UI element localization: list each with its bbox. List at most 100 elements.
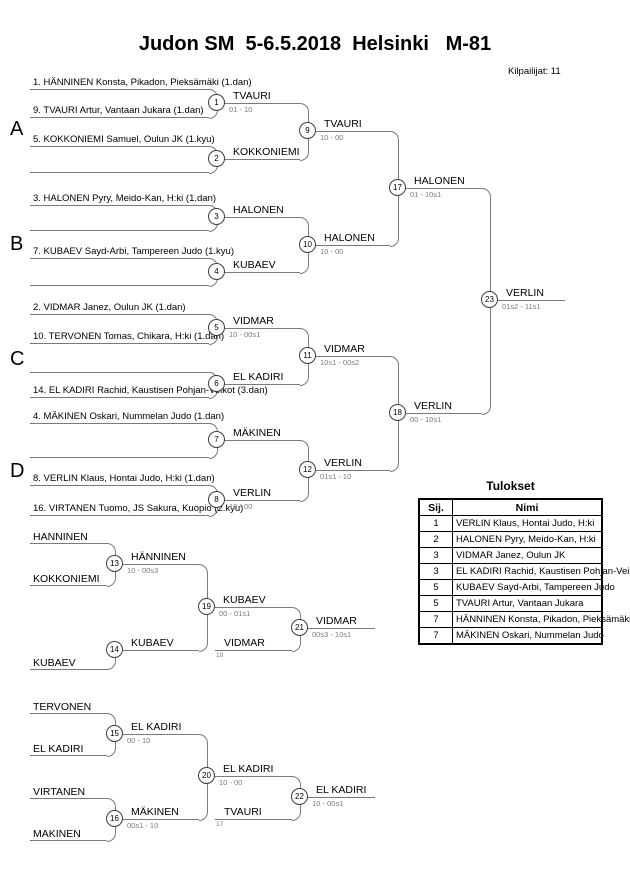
match-8-winner: VERLIN: [233, 487, 271, 499]
bracket-line: [30, 117, 209, 118]
bracket-line: [30, 585, 107, 586]
result-rank: 7: [418, 611, 453, 628]
match-4-badge: 4: [208, 263, 225, 280]
result-rank: 3: [418, 547, 453, 564]
bracket-line: [225, 272, 300, 273]
table-row: 2 HALONEN Pyry, Meido-Kan, H:ki: [418, 531, 603, 548]
match-23-badge: 23: [481, 291, 498, 308]
match-21-badge: 21: [291, 619, 308, 636]
match-11-score: 10s1 - 00s2: [320, 358, 360, 367]
bracket-line: [30, 840, 107, 841]
table-row: 3 EL KADIRI Rachid, Kaustisen Pohjan-Vei…: [418, 563, 630, 580]
bracket-line: [30, 669, 107, 670]
bracket-line: [30, 258, 209, 259]
results-title: Tulokset: [486, 479, 535, 493]
match-13-score: 10 - 00s3: [127, 566, 159, 575]
table-row: 3 VIDMAR Janez, Oulun JK: [418, 547, 603, 564]
bracket-line: [123, 819, 199, 820]
repechage-entry: KUBAEV: [33, 657, 76, 669]
match-18-score: 00 - 10s1: [410, 415, 442, 424]
result-name: HÄNNINEN Konsta, Pikadon, Pieksämäki: [452, 611, 630, 628]
bracket-line: [498, 300, 565, 301]
match-1-winner: TVAURI: [233, 90, 271, 102]
match-11-badge: 11: [299, 347, 316, 364]
bracket-line: [30, 423, 209, 424]
match-20-winner: EL KADIRI: [223, 763, 274, 775]
bracket-line: [30, 146, 209, 147]
match-20-badge: 20: [198, 767, 215, 784]
match-16-badge: 16: [106, 810, 123, 827]
repechage-feed: TVAURI: [224, 806, 262, 818]
match-3-winner: HALONEN: [233, 204, 284, 216]
match-10-badge: 10: [299, 236, 316, 253]
bracket-line: [30, 285, 209, 286]
bracket-line: [225, 159, 300, 160]
table-row: 5 TVAURI Artur, Vantaan Jukara: [418, 595, 603, 612]
match-22-winner: EL KADIRI: [316, 784, 367, 796]
result-name: EL KADIRI Rachid, Kaustisen Pohjan-Veiko…: [452, 563, 630, 580]
match-9-winner: TVAURI: [324, 118, 362, 130]
match-2-badge: 2: [208, 150, 225, 167]
match-9-badge: 9: [299, 122, 316, 139]
match-17-badge: 17: [389, 179, 406, 196]
result-name: VERLIN Klaus, Hontai Judo, H:ki: [452, 515, 603, 532]
repechage-entry: EL KADIRI: [33, 743, 84, 755]
result-name: MÄKINEN Oskari, Nummelan Judo: [452, 627, 604, 645]
result-rank: 1: [418, 515, 453, 532]
results-col-rank: Sij.: [418, 498, 453, 516]
match-13-badge: 13: [106, 555, 123, 572]
match-10-score: 10 - 00: [320, 247, 344, 256]
bracket-line: [30, 397, 209, 398]
bracket-line: [215, 607, 292, 608]
match-22-badge: 22: [291, 788, 308, 805]
entry-seed-7: 7. KUBAEV Sayd-Arbi, Tampereen Judo (1.k…: [33, 246, 235, 257]
match-7-badge: 7: [208, 431, 225, 448]
pool-label-b: B: [10, 233, 24, 255]
bracket-line: [30, 230, 209, 231]
match-8-score: 10 - 00: [229, 502, 253, 511]
bracket-line: [225, 103, 300, 104]
repechage-entry: KOKKONIEMI: [33, 573, 100, 585]
results-header-row: Sij. Nimi: [418, 498, 603, 516]
match-19-badge: 19: [198, 598, 215, 615]
match-12-score: 01s1 - 10: [320, 472, 352, 481]
match-23-score: 01s2 - 11s1: [502, 302, 541, 311]
match-3-badge: 3: [208, 208, 225, 225]
repechage-entry: HANNINEN: [33, 531, 88, 543]
match-21-score: 00s3 - 10s1: [312, 630, 352, 639]
result-rank: 5: [418, 579, 453, 596]
entry-seed-8: 8. VERLIN Klaus, Hontai Judo, H:ki (1.da…: [33, 473, 215, 484]
bracket-line: [30, 89, 209, 90]
match-5-score: 10 - 00s1: [229, 330, 261, 339]
match-11-winner: VIDMAR: [324, 343, 365, 355]
match-6-winner: EL KADIRI: [233, 371, 284, 383]
match-18-badge: 18: [389, 404, 406, 421]
entry-seed-4: 4. MÄKINEN Oskari, Nummelan Judo (1.dan): [33, 411, 225, 422]
bracket-line: [225, 217, 300, 218]
match-15-badge: 15: [106, 725, 123, 742]
match-9-score: 10 - 00: [320, 133, 344, 142]
bracket-line: [30, 372, 209, 373]
match-18-winner: VERLIN: [414, 400, 452, 412]
bracket-line: [308, 628, 375, 629]
table-row: 1 VERLIN Klaus, Hontai Judo, H:ki: [418, 515, 603, 532]
entry-seed-2: 2. VIDMAR Janez, Oulun JK (1.dan): [33, 302, 186, 313]
bracket-line: [30, 713, 107, 714]
result-name: TVAURI Artur, Vantaan Jukara: [452, 595, 603, 612]
match-14-winner: KUBAEV: [131, 637, 174, 649]
entry-seed-3: 3. HALONEN Pyry, Meido-Kan, H:ki (1.dan): [33, 193, 217, 204]
match-14-badge: 14: [106, 641, 123, 658]
match-13-winner: HÄNNINEN: [131, 551, 186, 563]
match-1-score: 01 - 10: [229, 105, 253, 114]
result-rank: 3: [418, 563, 453, 580]
match-20-score: 10 - 00: [219, 778, 243, 787]
bracket-line: [123, 564, 199, 565]
bracket-line: [30, 343, 209, 344]
bracket-line: [30, 205, 209, 206]
bracket-line: [225, 328, 300, 329]
bracket-line: [406, 188, 482, 189]
match-16-winner: MÄKINEN: [131, 806, 179, 818]
match-7-winner: MÄKINEN: [233, 427, 281, 439]
results-col-name: Nimi: [452, 498, 603, 516]
